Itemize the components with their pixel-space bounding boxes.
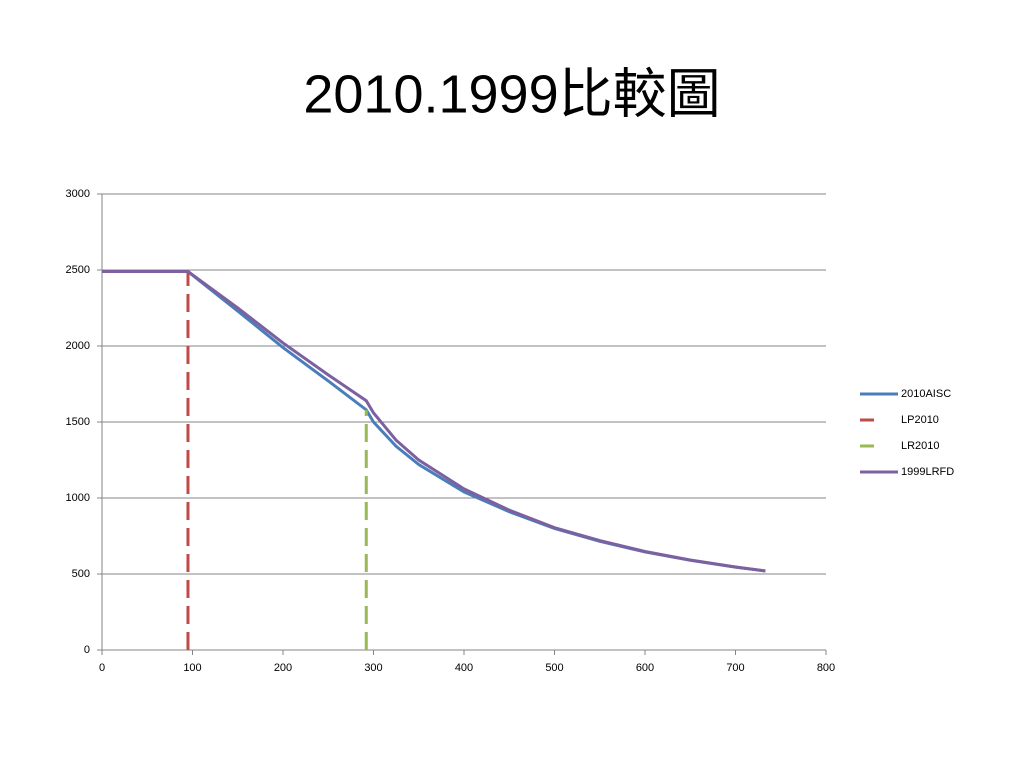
y-tick-label: 1000: [66, 492, 90, 504]
x-tick-label: 200: [274, 662, 292, 674]
legend-label: LP2010: [901, 414, 939, 426]
y-tick-label: 3000: [66, 188, 90, 200]
y-tick-label: 2500: [66, 264, 90, 276]
x-tick-label: 800: [817, 662, 835, 674]
legend-label: 1999LRFD: [901, 466, 954, 478]
series-line: [102, 270, 766, 573]
series-line: [102, 270, 766, 573]
x-tick-label: 700: [726, 662, 744, 674]
legend-label: 2010AISC: [901, 388, 951, 400]
y-tick-label: 1500: [66, 416, 90, 428]
x-tick-label: 500: [545, 662, 563, 674]
x-tick-label: 300: [364, 662, 382, 674]
y-tick-label: 500: [72, 568, 90, 580]
y-tick-label: 0: [84, 644, 90, 656]
x-tick-label: 100: [183, 662, 201, 674]
x-tick-label: 0: [99, 662, 105, 674]
x-tick-label: 400: [455, 662, 473, 674]
legend-label: LR2010: [901, 440, 940, 452]
x-tick-label: 600: [636, 662, 654, 674]
y-tick-label: 2000: [66, 340, 90, 352]
chart-title: 2010.1999比較圖: [303, 64, 720, 124]
